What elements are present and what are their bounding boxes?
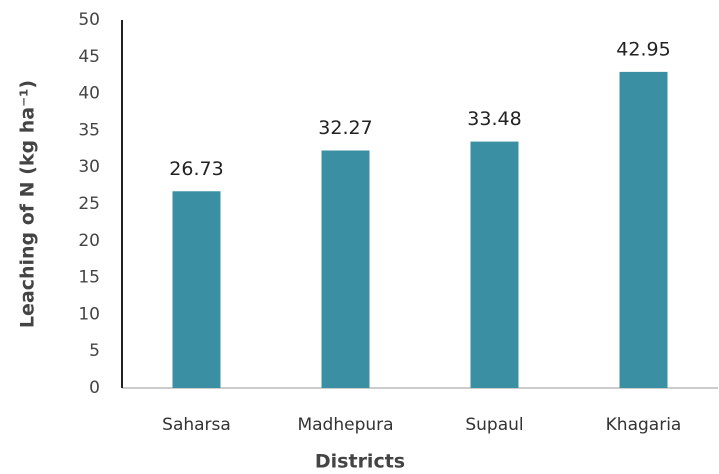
y-tick-label: 25 bbox=[78, 194, 100, 214]
x-tick-label: Madhepura bbox=[297, 415, 393, 435]
value-label: 33.48 bbox=[467, 108, 521, 130]
y-tick-label: 45 bbox=[78, 47, 100, 67]
bar bbox=[619, 71, 668, 388]
value-label: 26.73 bbox=[169, 158, 223, 180]
value-label: 42.95 bbox=[616, 38, 670, 60]
x-tick-label: Saharsa bbox=[162, 415, 231, 435]
y-tick-label: 0 bbox=[89, 378, 100, 398]
bar bbox=[321, 150, 370, 388]
y-axis-title: Leaching of N (kg ha⁻¹) bbox=[17, 80, 39, 328]
y-tick-label: 15 bbox=[78, 268, 100, 288]
y-tick-label: 10 bbox=[78, 304, 100, 324]
x-tick-label: Supaul bbox=[465, 415, 523, 435]
y-tick-label: 50 bbox=[78, 10, 100, 30]
bar bbox=[172, 191, 221, 388]
y-tick-label: 40 bbox=[78, 84, 100, 104]
x-axis-title: Districts bbox=[315, 451, 405, 473]
x-tick-label: Khagaria bbox=[606, 415, 682, 435]
y-tick-label: 5 bbox=[89, 341, 100, 361]
y-tick-label: 20 bbox=[78, 231, 100, 251]
bar bbox=[470, 141, 519, 388]
value-label: 32.27 bbox=[318, 117, 372, 139]
y-tick-label: 30 bbox=[78, 157, 100, 177]
y-tick-label: 35 bbox=[78, 120, 100, 140]
